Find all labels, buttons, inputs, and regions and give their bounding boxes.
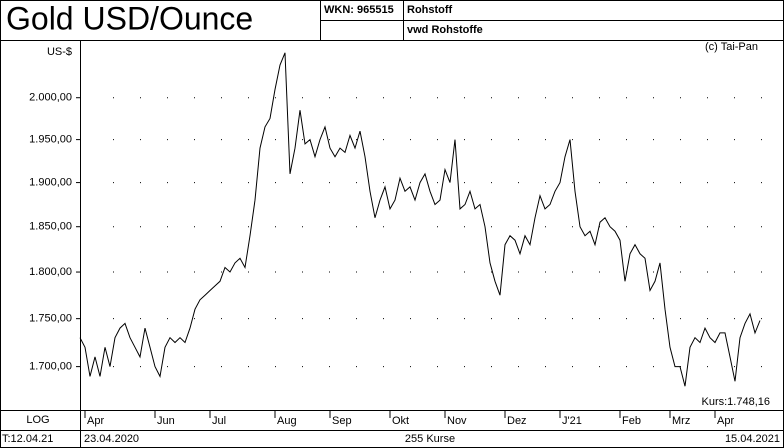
y-tick-label: 1.700,00 — [29, 361, 72, 373]
source: vwd Rohstoffe — [407, 24, 483, 36]
x-tick-label: Dez — [507, 415, 527, 427]
copyright: (c) Tai-Pan — [705, 41, 758, 53]
x-tick-label: Okt — [392, 415, 409, 427]
y-axis-label: US-$ — [47, 46, 72, 58]
footer-date: T:12.04.21 — [2, 433, 53, 445]
y-tick-label: 1.850,00 — [29, 221, 72, 233]
category: Rohstoff — [407, 4, 453, 16]
last-price: Kurs:1.748,16 — [702, 396, 771, 408]
y-tick-label: 2.000,00 — [29, 92, 72, 104]
y-tick-label: 1.900,00 — [29, 176, 72, 188]
footer-end: 15.04.2021 — [725, 433, 780, 445]
x-tick-label: Feb — [622, 415, 641, 427]
x-tick-label: J'21 — [562, 415, 582, 427]
x-tick-label: Apr — [87, 415, 104, 427]
x-tick-label: Mrz — [672, 415, 690, 427]
x-tick-label: Sep — [332, 415, 352, 427]
x-tick-label: Aug — [277, 415, 297, 427]
y-tick-label: 1.800,00 — [29, 266, 72, 278]
x-tick-label: Apr — [717, 415, 734, 427]
y-tick-label: 1.950,00 — [29, 134, 72, 146]
footer-start: 23.04.2020 — [84, 433, 139, 445]
y-tick-label: 1.750,00 — [29, 313, 72, 325]
price-line — [79, 52, 761, 387]
x-tick-label: Jun — [157, 415, 175, 427]
footer-count: 255 Kurse — [405, 433, 455, 445]
wkn: WKN: 965515 — [324, 4, 394, 16]
chart-title: Gold USD/Ounce — [6, 0, 253, 36]
x-tick-label: Nov — [447, 415, 467, 427]
scale-label: LOG — [26, 414, 49, 426]
x-tick-label: Jul — [212, 415, 226, 427]
